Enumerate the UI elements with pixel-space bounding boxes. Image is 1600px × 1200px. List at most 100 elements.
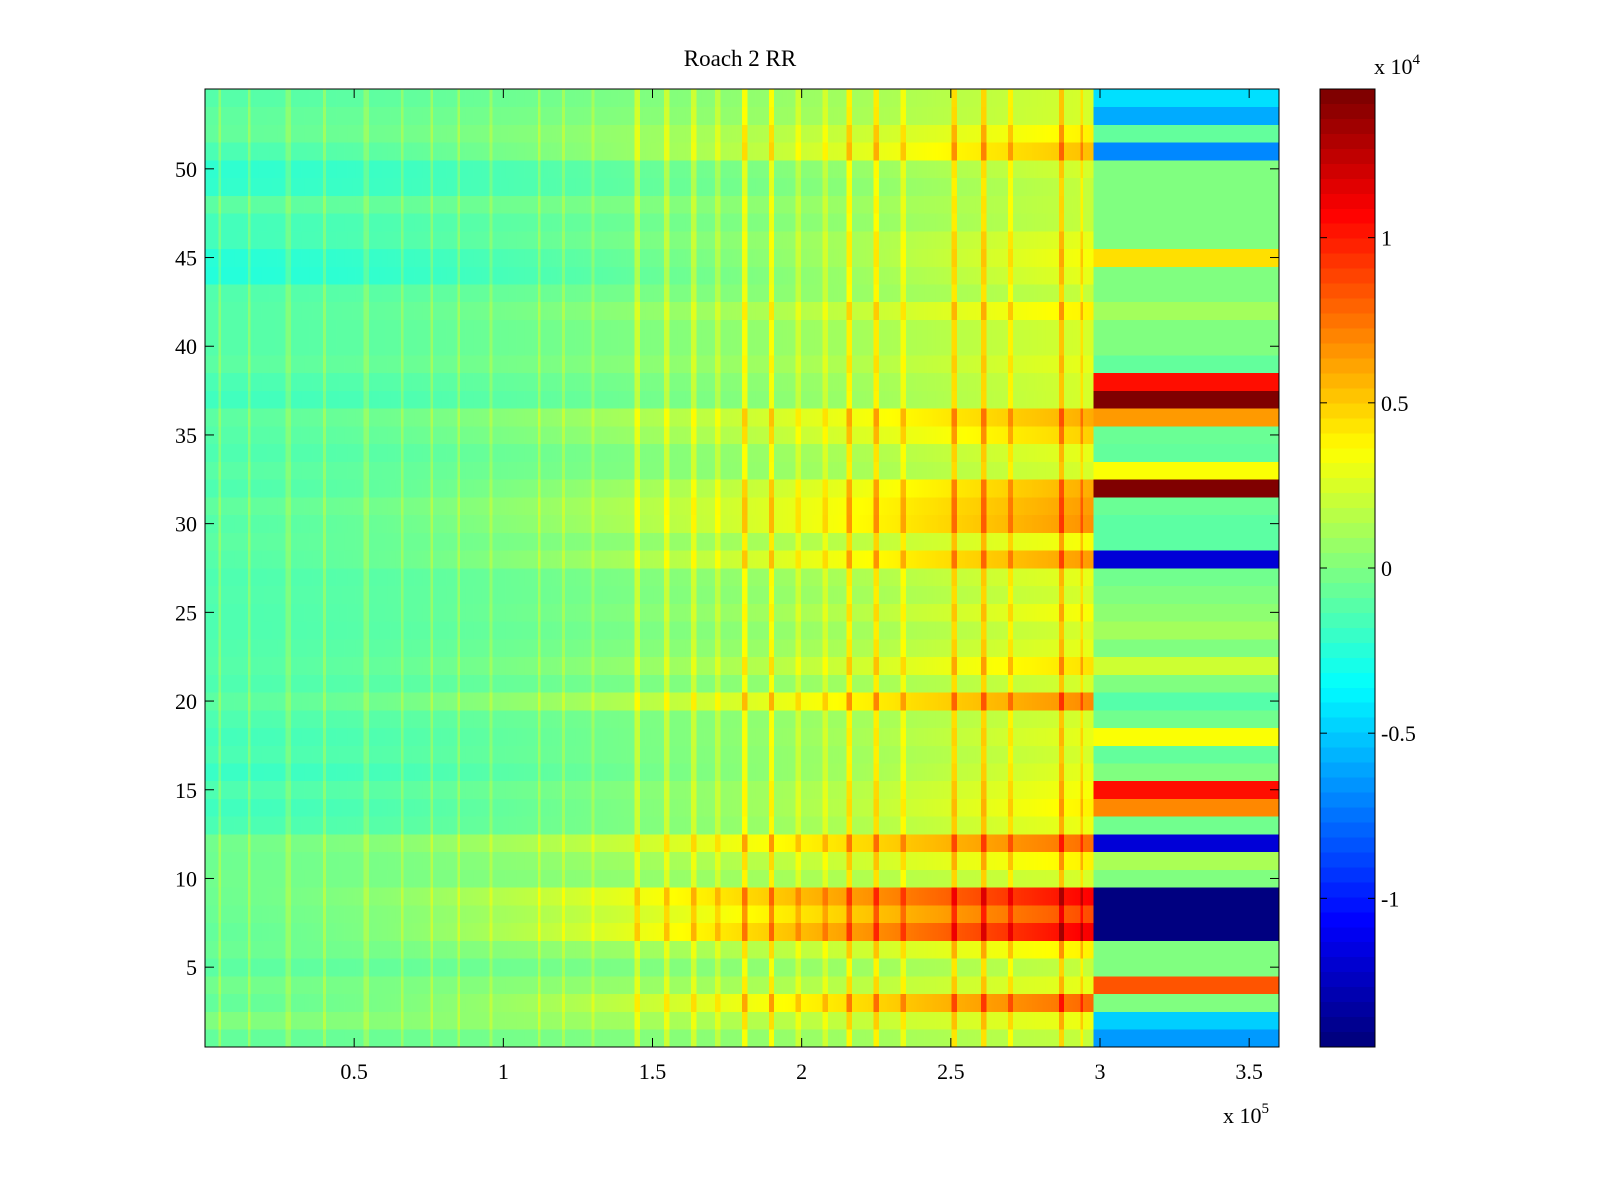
- heatmap-cell: [584, 1012, 587, 1030]
- heatmap-cell: [530, 1029, 533, 1047]
- heatmap-cell: [968, 994, 971, 1012]
- heatmap-cell: [1043, 994, 1046, 1012]
- heatmap-cell: [1107, 976, 1110, 994]
- heatmap-cell: [371, 1029, 374, 1047]
- heatmap-cell: [989, 994, 992, 1012]
- heatmap-cell: [715, 1029, 718, 1047]
- heatmap-cell: [796, 1029, 799, 1047]
- heatmap-cell: [1088, 1012, 1091, 1030]
- heatmap-cell: [970, 976, 973, 994]
- heatmap-cell: [229, 1029, 232, 1047]
- heatmap-cell: [943, 976, 946, 994]
- heatmap-cell: [726, 976, 729, 994]
- heatmap-cell: [874, 1012, 877, 1030]
- heatmap-cell: [535, 1029, 538, 1047]
- heatmap-cell: [637, 1029, 640, 1047]
- heatmap-cell: [965, 994, 968, 1012]
- heatmap-cell: [474, 1012, 477, 1030]
- heatmap-cell: [868, 994, 871, 1012]
- heatmap-cell: [272, 994, 275, 1012]
- heatmap-cell: [820, 1029, 823, 1047]
- heatmap-cell: [1207, 994, 1210, 1012]
- heatmap-cell: [267, 994, 270, 1012]
- heatmap-cell: [670, 994, 673, 1012]
- heatmap-cell: [519, 1012, 522, 1030]
- heatmap-cell: [817, 976, 820, 994]
- heatmap-cell: [715, 976, 718, 994]
- heatmap-cell: [390, 958, 393, 976]
- heatmap-cell: [420, 1029, 423, 1047]
- heatmap-cell: [312, 958, 315, 976]
- heatmap-cell: [857, 1012, 860, 1030]
- heatmap-cell: [1056, 994, 1059, 1012]
- heatmap-cell: [994, 1012, 997, 1030]
- heatmap-cell: [1067, 976, 1070, 994]
- heatmap-cell: [1091, 976, 1094, 994]
- heatmap-cell: [927, 994, 930, 1012]
- heatmap-cell: [895, 994, 898, 1012]
- heatmap-cell: [420, 1012, 423, 1030]
- heatmap-cell: [704, 1012, 707, 1030]
- heatmap-cell: [1142, 994, 1145, 1012]
- heatmap-cell: [224, 1012, 227, 1030]
- heatmap-cell: [237, 994, 240, 1012]
- heatmap-cell: [380, 994, 383, 1012]
- heatmap-cell: [699, 1012, 702, 1030]
- heatmap-cell: [702, 1012, 705, 1030]
- heatmap-cell: [1035, 1012, 1038, 1030]
- heatmap-cell: [320, 1029, 323, 1047]
- heatmap-cell: [1024, 976, 1027, 994]
- heatmap-cell: [1223, 1029, 1226, 1047]
- heatmap-cell: [1274, 976, 1277, 994]
- heatmap-cell: [1244, 976, 1247, 994]
- heatmap-cell: [930, 994, 933, 1012]
- heatmap-cell: [906, 1029, 909, 1047]
- heatmap-cell: [291, 958, 294, 976]
- heatmap-cell: [892, 994, 895, 1012]
- heatmap-cell: [221, 958, 224, 976]
- heatmap-cell: [1147, 994, 1150, 1012]
- heatmap-cell: [1080, 994, 1083, 1012]
- heatmap-cell: [594, 976, 597, 994]
- heatmap-cell: [978, 1012, 981, 1030]
- heatmap-cell: [463, 994, 466, 1012]
- heatmap-cell: [683, 1012, 686, 1030]
- heatmap-cell: [323, 958, 326, 976]
- heatmap-cell: [283, 994, 286, 1012]
- heatmap-cell: [463, 976, 466, 994]
- heatmap-cell: [718, 994, 721, 1012]
- heatmap-cell: [608, 1029, 611, 1047]
- heatmap-cell: [911, 994, 914, 1012]
- heatmap-cell: [731, 1029, 734, 1047]
- heatmap-cell: [976, 994, 979, 1012]
- heatmap-cell: [637, 976, 640, 994]
- heatmap-cell: [326, 958, 329, 976]
- heatmap-cell: [243, 1012, 246, 1030]
- heatmap-cell: [919, 1029, 922, 1047]
- heatmap-cell: [672, 976, 675, 994]
- heatmap-cell: [256, 1012, 259, 1030]
- heatmap-cell: [549, 976, 552, 994]
- heatmap-cell: [954, 994, 957, 1012]
- heatmap-cell: [498, 1012, 501, 1030]
- heatmap-cell: [1139, 976, 1142, 994]
- heatmap-cell: [1252, 994, 1255, 1012]
- heatmap-cell: [428, 1012, 431, 1030]
- heatmap-cell: [892, 976, 895, 994]
- heatmap-cell: [422, 976, 425, 994]
- heatmap-cell: [664, 1012, 667, 1030]
- heatmap-cell: [235, 1029, 238, 1047]
- heatmap-cell: [304, 994, 307, 1012]
- heatmap-cell: [726, 994, 729, 1012]
- heatmap-cell: [890, 994, 893, 1012]
- heatmap-cell: [409, 976, 412, 994]
- heatmap-cell: [253, 976, 256, 994]
- heatmap-cell: [1107, 994, 1110, 1012]
- heatmap-cell: [468, 994, 471, 1012]
- heatmap-cell: [828, 1012, 831, 1030]
- heatmap-cell: [632, 976, 635, 994]
- heatmap-cell: [694, 1012, 697, 1030]
- heatmap-cell: [994, 1029, 997, 1047]
- heatmap-cell: [304, 1012, 307, 1030]
- heatmap-cell: [460, 976, 463, 994]
